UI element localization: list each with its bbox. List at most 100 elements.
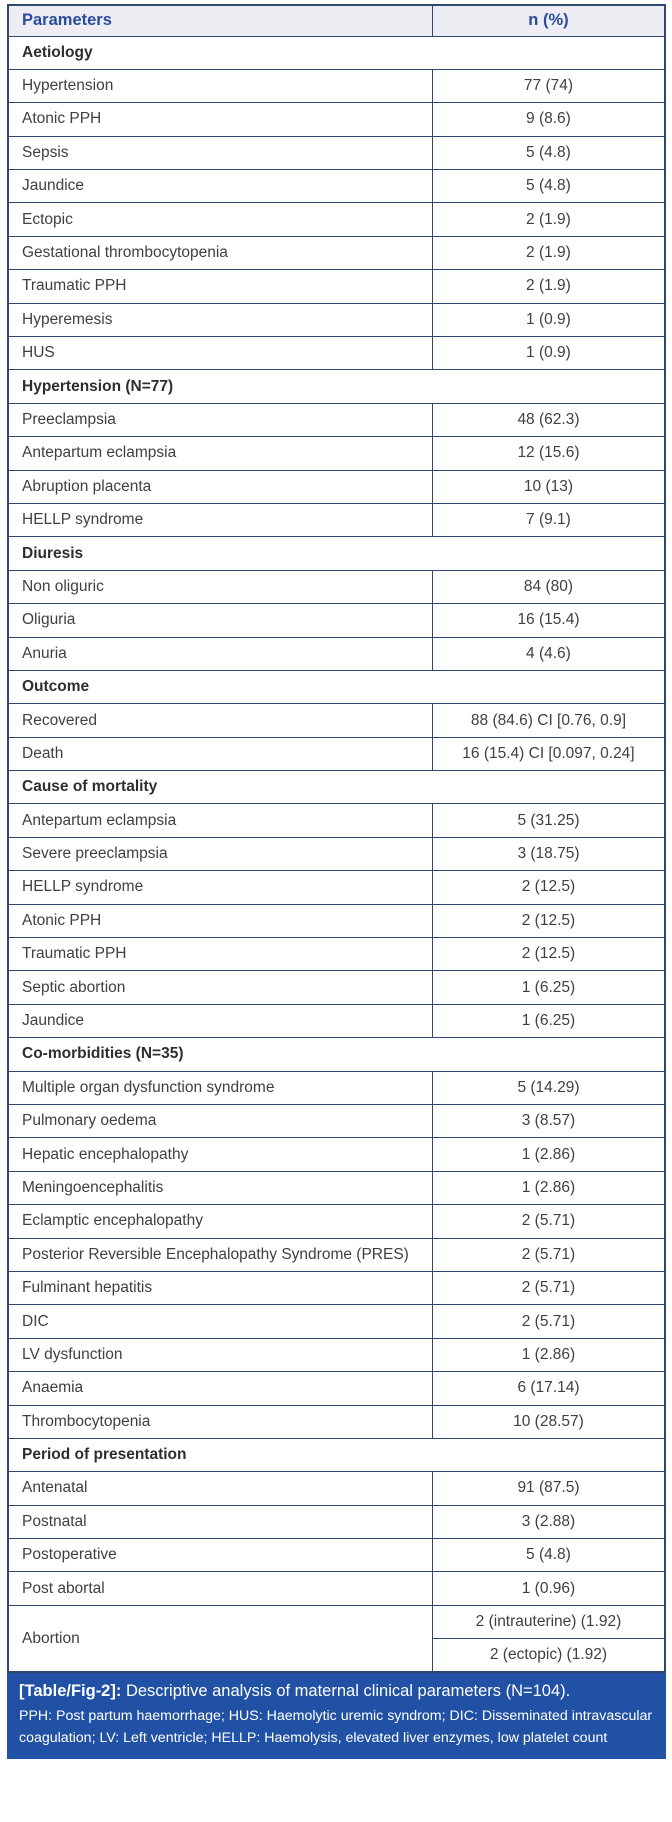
- table-row: Antepartum eclampsia 5 (31.25): [7, 803, 666, 838]
- value-cell: 84 (80): [431, 569, 666, 605]
- parameter-cell: Atonic PPH: [7, 102, 433, 137]
- caption-tag: [Table/Fig-2]:: [19, 1682, 122, 1701]
- parameter-cell: Anaemia: [7, 1371, 433, 1406]
- value-cell: 5 (31.25): [431, 803, 666, 838]
- value-cell: 2 (5.71): [431, 1204, 666, 1239]
- section-title: Cause of mortality: [7, 770, 666, 805]
- table-row: Hypertension 77 (74): [7, 68, 666, 104]
- table-row: Traumatic PPH 2 (12.5): [7, 937, 666, 972]
- table-header-row: Parameters n (%): [7, 4, 666, 37]
- value-cell: 2 (5.71): [431, 1237, 666, 1272]
- parameter-cell: Eclamptic encephalopathy: [7, 1204, 433, 1239]
- value-cell: 1 (6.25): [431, 970, 666, 1005]
- value-cell: 2 (12.5): [431, 937, 666, 972]
- parameter-cell: Ectopic: [7, 202, 433, 237]
- parameter-cell: Septic abortion: [7, 970, 433, 1005]
- table-row: Meningoencephalitis 1 (2.86): [7, 1170, 666, 1206]
- table-row: Thrombocytopenia 10 (28.57): [7, 1404, 666, 1439]
- parameter-cell: Antepartum eclampsia: [7, 436, 433, 471]
- value-cell: 3 (18.75): [431, 836, 666, 872]
- value-cell: 2 (ectopic) (1.92): [431, 1638, 666, 1673]
- table-row: Non oliguric 84 (80): [7, 569, 666, 605]
- value-cell: 10 (28.57): [431, 1404, 666, 1439]
- table-row: Septic abortion 1 (6.25): [7, 970, 666, 1005]
- value-cell: 9 (8.6): [431, 102, 666, 137]
- parameter-cell: Gestational thrombocytopenia: [7, 235, 433, 271]
- table-row: Pulmonary oedema 3 (8.57): [7, 1103, 666, 1139]
- parameter-cell: Multiple organ dysfunction syndrome: [7, 1070, 433, 1106]
- value-cell: 5 (4.8): [431, 169, 666, 204]
- parameter-cell: Jaundice: [7, 169, 433, 204]
- table-row: Jaundice 5 (4.8): [7, 169, 666, 204]
- value-cell: 77 (74): [431, 68, 666, 104]
- parameters-table: Parameters n (%) Aetiology Hypertension 77…: [7, 4, 666, 1674]
- parameter-cell: Hypertension: [7, 68, 433, 104]
- table-row: Antenatal 91 (87.5): [7, 1471, 666, 1506]
- parameter-cell: Anuria: [7, 636, 433, 671]
- parameter-cell: Recovered: [7, 703, 433, 738]
- parameter-cell: Traumatic PPH: [7, 269, 433, 304]
- section-header-row: Hypertension (N=77): [7, 369, 666, 404]
- section-title: Aetiology: [7, 35, 666, 70]
- parameter-cell: Abortion: [7, 1604, 433, 1673]
- caption-banner: [Table/Fig-2]: Descriptive analysis of m…: [7, 1673, 666, 1759]
- parameter-cell: Atonic PPH: [7, 903, 433, 939]
- parameter-cell: LV dysfunction: [7, 1337, 433, 1373]
- section-title: Hypertension (N=77): [7, 369, 666, 404]
- value-cell: 1 (0.96): [431, 1571, 666, 1606]
- parameter-cell: Sepsis: [7, 135, 433, 171]
- section-header-row: Period of presentation: [7, 1437, 666, 1473]
- value-cell: 6 (17.14): [431, 1371, 666, 1406]
- table-row: Recovered 88 (84.6) CI [0.76, 0.9]: [7, 703, 666, 738]
- table-row: Multiple organ dysfunction syndrome 5 (14…: [7, 1070, 666, 1106]
- value-cell: 1 (2.86): [431, 1137, 666, 1172]
- section-title: Co-morbidities (N=35): [7, 1037, 666, 1072]
- parameter-cell: Thrombocytopenia: [7, 1404, 433, 1439]
- table-row: Anuria 4 (4.6): [7, 636, 666, 671]
- parameter-cell: Hyperemesis: [7, 302, 433, 338]
- parameter-cell: Jaundice: [7, 1003, 433, 1039]
- column-header-parameters: Parameters: [7, 4, 433, 37]
- table-row: DIC 2 (5.71): [7, 1304, 666, 1339]
- value-cell: 1 (2.86): [431, 1170, 666, 1206]
- value-cell: 2 (1.9): [431, 269, 666, 304]
- parameter-cell: Postoperative: [7, 1538, 433, 1573]
- caption-title: [Table/Fig-2]: Descriptive analysis of m…: [19, 1681, 654, 1702]
- value-cell: 7 (9.1): [431, 502, 666, 538]
- table-body: Aetiology Hypertension 77 (74) Atonic PPH 9 …: [7, 35, 666, 1673]
- value-cell: 2 (5.71): [431, 1304, 666, 1339]
- value-cell: 3 (2.88): [431, 1504, 666, 1540]
- section-header-row: Aetiology: [7, 35, 666, 70]
- table-row: Anaemia 6 (17.14): [7, 1371, 666, 1406]
- section-header-row: Outcome: [7, 669, 666, 705]
- parameter-cell: DIC: [7, 1304, 433, 1339]
- table-row: Postnatal 3 (2.88): [7, 1504, 666, 1540]
- table-row: Eclamptic encephalopathy 2 (5.71): [7, 1204, 666, 1239]
- table-row: Atonic PPH 2 (12.5): [7, 903, 666, 939]
- value-cell: 5 (4.8): [431, 135, 666, 171]
- parameter-cell: Traumatic PPH: [7, 937, 433, 972]
- value-cell: 1 (0.9): [431, 302, 666, 338]
- value-cell: 3 (8.57): [431, 1103, 666, 1139]
- section-header-row: Diuresis: [7, 536, 666, 571]
- value-cell: 2 (5.71): [431, 1270, 666, 1306]
- value-cell: 2 (12.5): [431, 870, 666, 905]
- table-row: HELLP syndrome 2 (12.5): [7, 870, 666, 905]
- value-cell: 12 (15.6): [431, 436, 666, 471]
- table-row: Posterior Reversible Encephalopathy Synd…: [7, 1237, 666, 1272]
- value-cell: 10 (13): [431, 469, 666, 504]
- value-cell: 5 (4.8): [431, 1538, 666, 1573]
- caption-text: Descriptive analysis of maternal clinica…: [121, 1682, 571, 1701]
- table-row: HUS 1 (0.9): [7, 336, 666, 371]
- table-row: Sepsis 5 (4.8): [7, 135, 666, 171]
- table-row: Atonic PPH 9 (8.6): [7, 102, 666, 137]
- value-cell: 5 (14.29): [431, 1070, 666, 1106]
- parameter-cell: Non oliguric: [7, 569, 433, 605]
- parameter-cell: Fulminant hepatitis: [7, 1270, 433, 1306]
- table-row: Death 16 (15.4) CI [0.097, 0.24]: [7, 736, 666, 772]
- table-row: LV dysfunction 1 (2.86): [7, 1337, 666, 1373]
- parameter-cell: HELLP syndrome: [7, 870, 433, 905]
- parameter-cell: Abruption placenta: [7, 469, 433, 504]
- value-cell: 48 (62.3): [431, 402, 666, 438]
